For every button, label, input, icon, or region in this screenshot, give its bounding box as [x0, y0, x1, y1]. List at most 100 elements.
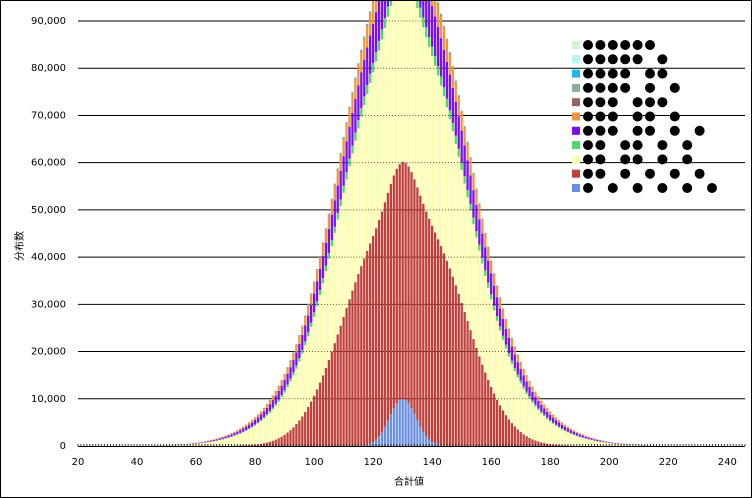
legend-entry: [572, 154, 693, 165]
bar-segment: [236, 431, 239, 435]
bar-segment: [466, 143, 469, 161]
bar-segment: [383, 17, 387, 28]
bar-baseline-mark: [207, 444, 209, 446]
bar-segment: [392, 408, 395, 446]
bar-segment: [540, 404, 543, 412]
bar-stack: [138, 444, 142, 446]
legend-dot: [583, 40, 593, 50]
bar-stack: [729, 444, 731, 446]
bar-segment: [271, 407, 274, 410]
bar-baseline-mark: [396, 444, 398, 446]
bar-segment: [212, 441, 215, 446]
bar-stack: [687, 444, 691, 446]
bar-segment: [336, 185, 339, 214]
bar-stack: [628, 444, 632, 446]
legend-dot: [595, 125, 606, 136]
bar-baseline-mark: [101, 444, 103, 446]
bar-segment: [315, 306, 319, 390]
bar-baseline-mark: [434, 444, 436, 446]
bar-segment: [587, 439, 590, 446]
bar-stack: [112, 444, 114, 446]
bar-baseline-mark: [567, 444, 569, 446]
bar-segment: [543, 416, 546, 444]
bar-stack: [183, 444, 186, 446]
bar-segment: [513, 346, 516, 355]
bar-baseline-mark: [399, 444, 401, 446]
bar-baseline-mark: [591, 444, 593, 446]
y-tick-label: 40,000: [31, 252, 66, 263]
bar-segment: [445, 260, 449, 446]
bar-segment: [537, 396, 540, 401]
bar-segment: [298, 335, 301, 344]
bar-segment: [295, 352, 298, 366]
bar-segment: [256, 423, 260, 445]
bar-baseline-mark: [278, 444, 280, 446]
legend-dot: [694, 125, 705, 136]
bar-segment: [572, 430, 575, 432]
bar-stack: [484, 232, 487, 446]
bar-segment: [451, 65, 454, 67]
bar-segment: [605, 441, 608, 443]
bar-segment: [419, 195, 422, 427]
bar-baseline-mark: [588, 444, 590, 446]
legend-dot: [583, 140, 593, 151]
bar-stack: [448, 51, 452, 446]
legend-dot: [669, 82, 680, 93]
bar-stack: [301, 325, 304, 446]
legend-entry: [572, 54, 668, 65]
bar-stack: [218, 437, 221, 446]
bar-segment: [560, 424, 564, 429]
bar-segment: [227, 435, 230, 438]
bar-stack: [537, 395, 540, 446]
bar-baseline-mark: [635, 444, 637, 446]
bar-segment: [377, 1, 381, 41]
bar-segment: [212, 439, 215, 440]
bar-segment: [469, 158, 472, 176]
bar-stack: [271, 395, 274, 446]
bar-stack: [531, 386, 534, 446]
bar-stack: [563, 424, 567, 446]
bar-segment: [274, 403, 277, 406]
legend-dot: [669, 125, 680, 136]
bar-segment: [236, 434, 239, 435]
bar-segment: [330, 200, 333, 215]
bar-baseline-mark: [717, 444, 719, 446]
bar-baseline-mark: [729, 444, 731, 446]
bar-segment: [507, 337, 511, 353]
bar-segment: [428, 218, 431, 440]
bar-segment: [419, 17, 422, 196]
bar-segment: [348, 166, 351, 300]
bar-stack: [492, 272, 496, 446]
bar-segment: [445, 98, 449, 108]
bar-stack: [678, 444, 682, 446]
legend-dot: [583, 54, 593, 65]
bar-segment: [451, 67, 454, 68]
bar-segment: [371, 72, 375, 236]
bar-segment: [431, 225, 434, 443]
legend-dot: [607, 82, 618, 93]
bar-segment: [236, 434, 239, 446]
legend-entry: [572, 183, 717, 193]
bar-segment: [321, 256, 325, 279]
bar-segment: [602, 440, 605, 442]
bar-segment: [451, 131, 454, 277]
bar-segment: [442, 28, 446, 50]
legend-dot: [645, 168, 655, 179]
bar-stack: [439, 12, 443, 446]
y-tick-label: 90,000: [31, 16, 66, 27]
bar-baseline-mark: [502, 444, 504, 446]
bar-stack: [445, 37, 449, 446]
legend-dot: [657, 140, 668, 151]
bar-segment: [454, 135, 457, 144]
bar-segment: [445, 40, 449, 62]
bar-segment: [345, 179, 348, 308]
bar-stack: [404, 1, 407, 446]
bar-segment: [345, 123, 348, 142]
bar-segment: [436, 75, 440, 240]
bar-stack: [552, 414, 555, 446]
bar-baseline-mark: [402, 444, 404, 446]
bar-stack: [277, 385, 280, 446]
bar-stack: [304, 315, 307, 446]
bar-baseline-mark: [514, 444, 516, 446]
bar-segment: [487, 260, 490, 283]
